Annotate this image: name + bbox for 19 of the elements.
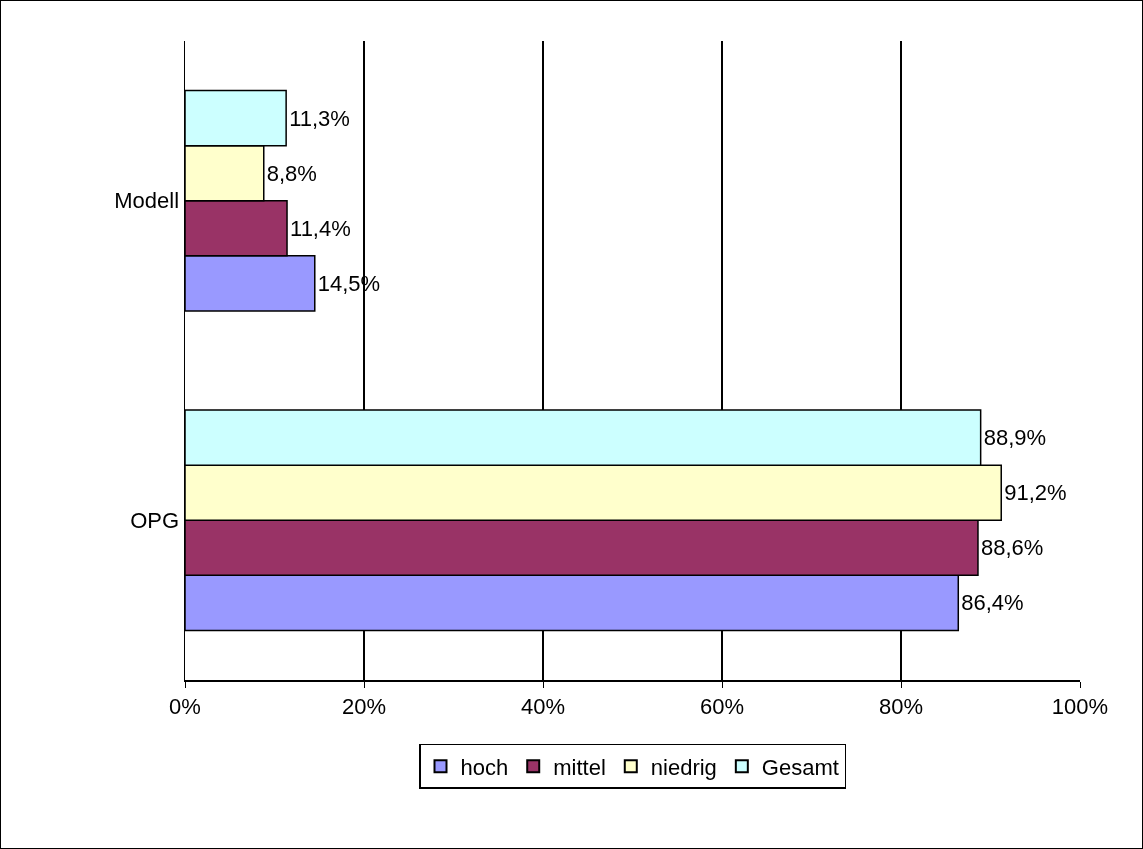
legend-label: Gesamt bbox=[761, 754, 839, 780]
data-label: 11,4% bbox=[290, 215, 351, 241]
data-label: 8,8% bbox=[266, 160, 317, 186]
x-tick-label: 100% bbox=[1051, 693, 1109, 719]
y-tick-label: OPG bbox=[130, 507, 180, 533]
x-tick-label: 80% bbox=[878, 693, 924, 719]
x-tick-label: 20% bbox=[341, 693, 387, 719]
x-tick-label: 40% bbox=[520, 693, 566, 719]
legend-label: mittel bbox=[553, 754, 606, 780]
x-tick-label: 60% bbox=[699, 693, 745, 719]
data-label: 11,3% bbox=[289, 105, 350, 131]
data-label: 86,4% bbox=[961, 590, 1024, 616]
y-tick-label: Modell bbox=[114, 188, 180, 214]
x-tick-label: 0% bbox=[169, 693, 201, 719]
data-label: 91,2% bbox=[1004, 480, 1067, 506]
legend-label: niedrig bbox=[650, 754, 717, 780]
data-label: 88,9% bbox=[983, 425, 1047, 451]
data-label: 88,6% bbox=[980, 535, 1044, 561]
legend-label: hoch bbox=[460, 754, 509, 780]
